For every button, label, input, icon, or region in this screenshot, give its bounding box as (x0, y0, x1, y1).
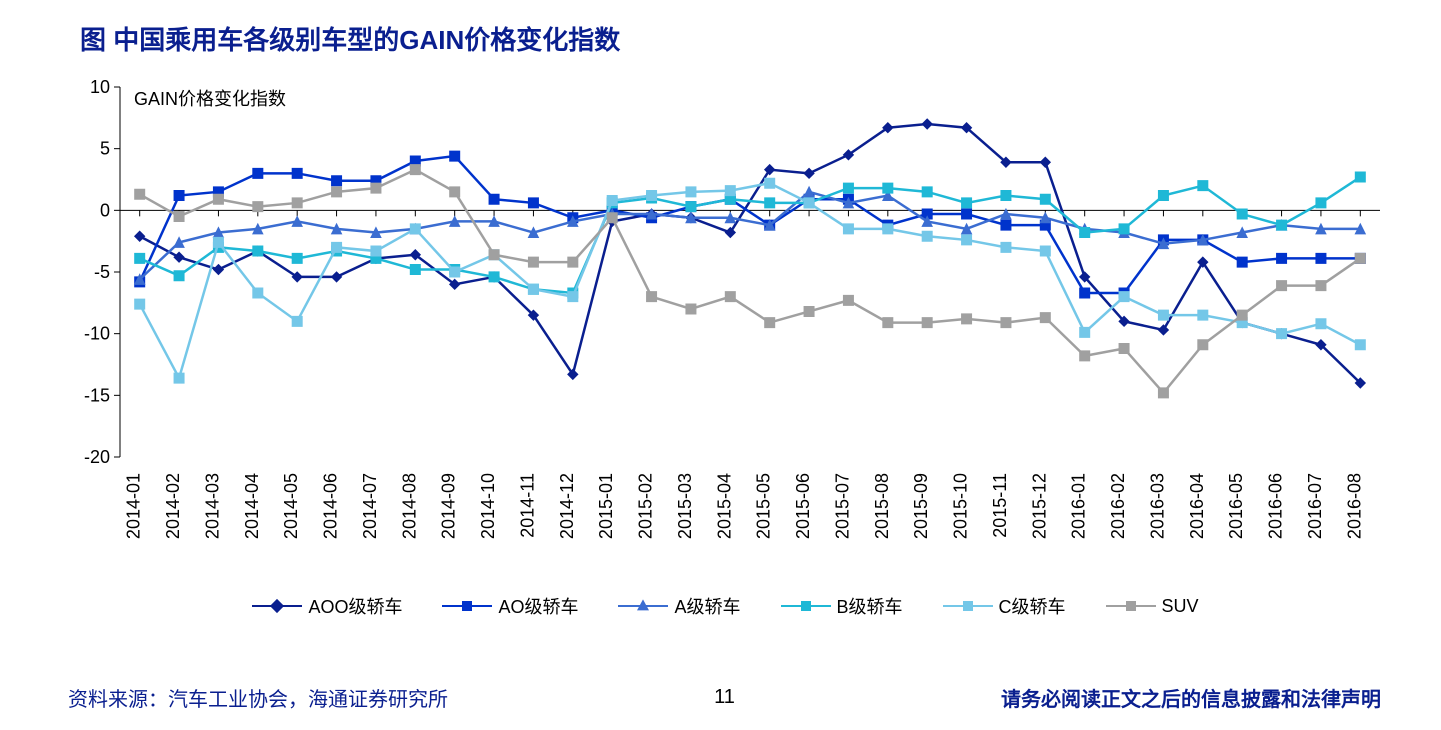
legend-item: AOO级轿车 (252, 593, 402, 619)
legend-label: A级轿车 (674, 593, 740, 619)
svg-text:2016-01: 2016-01 (1069, 473, 1089, 539)
y-axis-title: GAIN价格变化指数 (134, 89, 286, 109)
svg-text:2014-01: 2014-01 (124, 473, 144, 539)
svg-text:5: 5 (100, 139, 110, 159)
legend-label: AOO级轿车 (308, 593, 402, 619)
svg-text:2015-07: 2015-07 (832, 473, 852, 539)
svg-text:2016-04: 2016-04 (1187, 473, 1207, 539)
svg-text:2015-09: 2015-09 (911, 473, 931, 539)
source-label: 资料来源：汽车工业协会，海通证券研究所 (68, 683, 448, 712)
svg-text:2014-07: 2014-07 (360, 473, 380, 539)
svg-text:2014-03: 2014-03 (202, 473, 222, 539)
svg-text:2016-07: 2016-07 (1305, 473, 1325, 539)
svg-text:2014-08: 2014-08 (399, 473, 419, 539)
svg-text:2015-01: 2015-01 (596, 473, 616, 539)
svg-text:2015-11: 2015-11 (990, 473, 1010, 538)
svg-text:2014-11: 2014-11 (517, 473, 537, 538)
legend-item: A级轿车 (618, 593, 740, 619)
svg-text:2015-12: 2015-12 (1029, 473, 1049, 539)
legend-item: C级轿车 (943, 593, 1066, 619)
legend-label: SUV (1162, 596, 1199, 617)
svg-text:2014-04: 2014-04 (242, 473, 262, 539)
svg-text:2014-12: 2014-12 (557, 473, 577, 539)
chart-container: -20 -15 -10 -5 0 5 10 GAIN价格变化指数 2014-01 2014-02 2… (50, 67, 1400, 587)
svg-text:2014-10: 2014-10 (478, 473, 498, 539)
svg-text:2016-03: 2016-03 (1147, 473, 1167, 539)
legend-label: B级轿车 (837, 593, 903, 619)
svg-text:-5: -5 (94, 262, 110, 282)
footer: 资料来源：汽车工业协会，海通证券研究所 11 请务必阅读正文之后的信息披露和法律… (0, 683, 1441, 712)
svg-text:2015-03: 2015-03 (675, 473, 695, 539)
svg-text:2015-05: 2015-05 (754, 473, 774, 539)
svg-text:2014-09: 2014-09 (439, 473, 459, 539)
page-number: 11 (714, 686, 735, 709)
svg-text:-20: -20 (84, 447, 110, 467)
chart-legend: AOO级轿车 AO级轿车 A级轿车 B级轿车 C级轿车 SUV (50, 593, 1401, 619)
legend-label: C级轿车 (999, 593, 1066, 619)
legend-item: B级轿车 (781, 593, 903, 619)
svg-text:-15: -15 (84, 385, 110, 405)
svg-text:2015-06: 2015-06 (793, 473, 813, 539)
svg-text:2016-06: 2016-06 (1266, 473, 1286, 539)
svg-text:2016-02: 2016-02 (1108, 473, 1128, 539)
svg-text:2014-05: 2014-05 (281, 473, 301, 539)
legend-item: AO级轿车 (442, 593, 578, 619)
svg-text:2015-04: 2015-04 (714, 473, 734, 539)
svg-text:2015-08: 2015-08 (872, 473, 892, 539)
svg-text:0: 0 (100, 200, 110, 220)
svg-text:2015-10: 2015-10 (951, 473, 971, 539)
svg-text:-10: -10 (84, 324, 110, 344)
svg-text:10: 10 (90, 77, 110, 97)
svg-text:2014-06: 2014-06 (321, 473, 341, 539)
legend-label: AO级轿车 (498, 593, 578, 619)
chart-title: 图 中国乘用车各级别车型的GAIN价格变化指数 (50, 20, 1401, 57)
disclaimer-text: 请务必阅读正文之后的信息披露和法律声明 (1001, 683, 1381, 712)
svg-text:2016-08: 2016-08 (1344, 473, 1364, 539)
line-chart: -20 -15 -10 -5 0 5 10 GAIN价格变化指数 2014-01 2014-02 2… (50, 67, 1400, 587)
svg-text:2014-02: 2014-02 (163, 473, 183, 539)
svg-text:2015-02: 2015-02 (636, 473, 656, 539)
svg-text:2016-05: 2016-05 (1226, 473, 1246, 539)
legend-item: SUV (1106, 593, 1199, 619)
